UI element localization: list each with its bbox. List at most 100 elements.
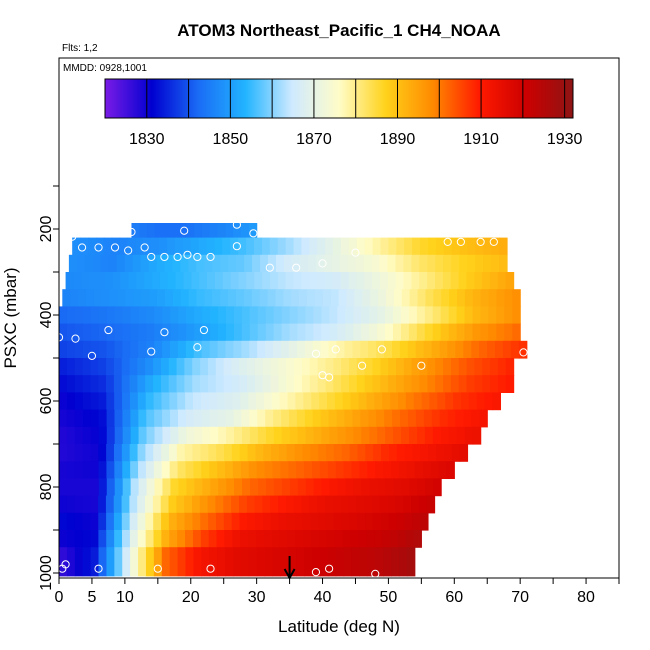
heatmap-cell xyxy=(294,375,303,393)
heatmap-cell xyxy=(226,478,235,497)
heatmap-cell xyxy=(78,289,87,307)
heatmap-cell xyxy=(420,512,429,531)
heatmap-cell xyxy=(272,461,281,479)
heatmap-cell xyxy=(170,478,180,497)
heatmap-cell xyxy=(131,223,140,239)
heatmap-cell xyxy=(387,254,397,273)
heatmap-cell xyxy=(467,237,476,256)
heatmap-cell xyxy=(74,530,84,548)
heatmap-cell xyxy=(202,478,211,497)
heatmap-cell xyxy=(112,272,122,290)
heatmap-cell xyxy=(456,323,466,342)
heatmap-cell xyxy=(427,237,437,256)
heatmap-cell xyxy=(223,358,233,376)
heatmap-cell xyxy=(98,444,107,462)
heatmap-cell xyxy=(349,512,358,531)
heatmap-cell xyxy=(374,530,383,548)
heatmap-cell xyxy=(325,495,334,514)
heatmap-cell xyxy=(304,340,314,359)
heatmap-cell xyxy=(145,461,155,479)
heatmap-cell xyxy=(273,340,282,359)
heatmap-cell xyxy=(352,340,361,359)
y-axis-tick-label: 1000 xyxy=(38,555,55,591)
heatmap-cell xyxy=(432,306,442,325)
heatmap-cell xyxy=(180,289,190,307)
heatmap-cell xyxy=(98,461,108,479)
observation-point xyxy=(443,237,452,246)
heatmap-cell xyxy=(247,358,256,376)
heatmap-cell xyxy=(417,426,426,445)
heatmap-cell xyxy=(447,409,457,428)
heatmap-cell xyxy=(98,392,107,411)
heatmap-cell xyxy=(209,223,219,239)
heatmap-cell xyxy=(59,495,68,514)
heatmap-cell xyxy=(217,223,226,239)
heatmap-cell xyxy=(235,289,245,307)
heatmap-cell xyxy=(151,237,160,256)
observation-point xyxy=(311,568,321,577)
heatmap-cell xyxy=(490,375,499,393)
heatmap-cell xyxy=(488,306,497,325)
heatmap-cell xyxy=(263,512,272,531)
heatmap-cell xyxy=(325,375,334,393)
heatmap-cell xyxy=(66,547,76,577)
heatmap-cell xyxy=(260,254,269,273)
heatmap-cell xyxy=(106,426,116,445)
heatmap-cell xyxy=(505,272,515,290)
heatmap-cell xyxy=(146,323,156,342)
heatmap-cell xyxy=(393,289,403,307)
heatmap-cell xyxy=(192,444,201,462)
heatmap-cell xyxy=(349,444,359,462)
heatmap-cell xyxy=(283,254,293,273)
x-axis-tick-label: 10 xyxy=(116,589,134,606)
heatmap-cell xyxy=(59,306,68,325)
heatmap-cell xyxy=(269,237,279,256)
heatmap-cell xyxy=(74,375,84,393)
heatmap-cell xyxy=(273,478,283,497)
heatmap-cell xyxy=(367,461,376,479)
heatmap-cell xyxy=(223,444,233,462)
heatmap-cell xyxy=(369,323,378,342)
heatmap-cell xyxy=(388,375,397,393)
heatmap-cell xyxy=(392,306,402,325)
heatmap-cell xyxy=(120,272,130,290)
heatmap-cell xyxy=(157,289,166,307)
heatmap-cell xyxy=(184,375,193,393)
heatmap-cell xyxy=(453,392,462,411)
heatmap-cell xyxy=(169,392,178,411)
heatmap-cell xyxy=(87,237,97,256)
heatmap-cell xyxy=(200,358,209,376)
heatmap-cell xyxy=(327,547,337,577)
heatmap-cell xyxy=(472,426,482,445)
heatmap-cell xyxy=(177,392,186,411)
heatmap-cell xyxy=(268,254,277,273)
heatmap-cell xyxy=(328,409,338,428)
heatmap-cell xyxy=(352,409,361,428)
heatmap-cell xyxy=(101,289,111,307)
heatmap-cell xyxy=(162,223,172,239)
heatmap-cell xyxy=(201,409,211,428)
heatmap-cell xyxy=(313,478,323,497)
heatmap-cell xyxy=(66,323,76,342)
heatmap-cell xyxy=(345,426,354,445)
heatmap-cell xyxy=(463,409,472,428)
heatmap-cell xyxy=(434,272,444,290)
heatmap-cell xyxy=(265,340,274,359)
heatmap-cell xyxy=(222,272,232,290)
heatmap-cell xyxy=(411,254,420,273)
heatmap-cell xyxy=(424,323,434,342)
heatmap-cell xyxy=(208,512,217,531)
heatmap-cell xyxy=(299,254,309,273)
heatmap-cell xyxy=(137,358,146,376)
heatmap-cell xyxy=(154,223,164,239)
heatmap-cell xyxy=(153,358,162,376)
heatmap-cell xyxy=(397,392,407,411)
heatmap-cell xyxy=(106,530,115,548)
heatmap-cell xyxy=(280,340,290,359)
heatmap-cell xyxy=(301,375,311,393)
heatmap-cell xyxy=(70,289,79,307)
heatmap-cell xyxy=(128,272,137,290)
heatmap-cell xyxy=(247,512,256,531)
heatmap-cell xyxy=(482,375,491,393)
heatmap-cell xyxy=(145,375,154,393)
